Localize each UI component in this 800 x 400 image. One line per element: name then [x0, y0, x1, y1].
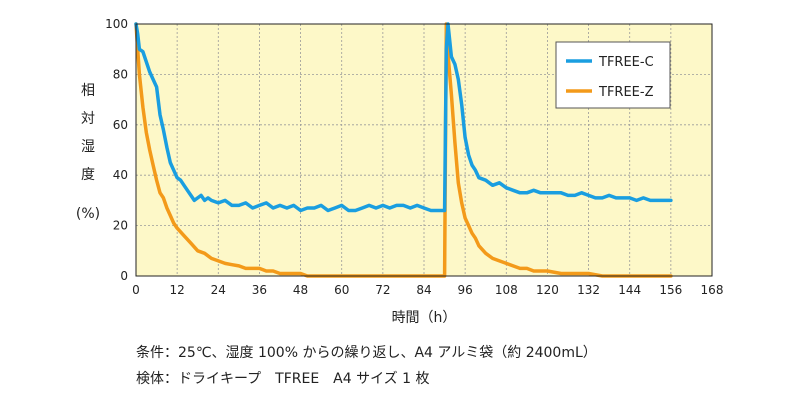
y-axis-title-char: 相 — [81, 83, 95, 99]
y-tick-label: 100 — [105, 17, 128, 31]
x-tick-label: 72 — [375, 283, 390, 297]
y-tick-label: 40 — [113, 168, 128, 182]
x-tick-label: 12 — [170, 283, 185, 297]
y-axis-title-char: 度 — [81, 167, 95, 183]
x-tick-label: 24 — [211, 283, 226, 297]
x-axis-title: 時間（h） — [392, 310, 457, 326]
x-tick-label: 132 — [577, 283, 600, 297]
x-tick-label: 48 — [293, 283, 308, 297]
legend: TFREE-C TFREE-Z — [555, 41, 671, 109]
y-axis-title-char: 湿 — [81, 139, 95, 155]
x-axis-ticks: 0 12 24 36 48 60 72 84 96 108 120 132 144 156 168 — [132, 283, 723, 297]
x-tick-label: 96 — [458, 283, 473, 297]
condition-note: 条件：25℃、湿度 100% からの繰り返し、A4 アルミ袋（約 2400mL） — [136, 345, 597, 361]
x-tick-label: 108 — [495, 283, 518, 297]
sample-note: 検体：ドライキープ TFREE A4 サイズ 1 枚 — [136, 371, 430, 387]
x-tick-label: 84 — [416, 283, 431, 297]
y-tick-label: 80 — [113, 67, 128, 81]
chart-notes: 条件：25℃、湿度 100% からの繰り返し、A4 アルミ袋（約 2400mL）… — [136, 340, 597, 392]
legend-label-tfree-c: TFREE-C — [598, 55, 654, 70]
y-tick-label: 60 — [113, 118, 128, 132]
grid — [136, 24, 712, 276]
x-tick-label: 168 — [701, 283, 724, 297]
x-tick-label: 144 — [618, 283, 641, 297]
series-line-tfree-c — [134, 22, 673, 213]
y-tick-label: 0 — [120, 269, 128, 283]
x-tick-label: 36 — [252, 283, 267, 297]
legend-box — [555, 41, 671, 109]
x-tick-label: 120 — [536, 283, 559, 297]
x-tick-label: 156 — [659, 283, 682, 297]
y-axis-title: 相 対 湿 度 (%) — [76, 83, 100, 222]
plot-border — [135, 23, 713, 277]
y-axis-ticks: 0 20 40 60 80 100 — [105, 17, 128, 283]
x-tick-label: 60 — [334, 283, 349, 297]
y-tick-label: 20 — [113, 219, 128, 233]
y-axis-unit: (%) — [76, 206, 100, 222]
legend-label-tfree-z: TFREE-Z — [598, 85, 654, 100]
y-axis-title-char: 対 — [81, 111, 95, 127]
x-tick-label: 0 — [132, 283, 140, 297]
